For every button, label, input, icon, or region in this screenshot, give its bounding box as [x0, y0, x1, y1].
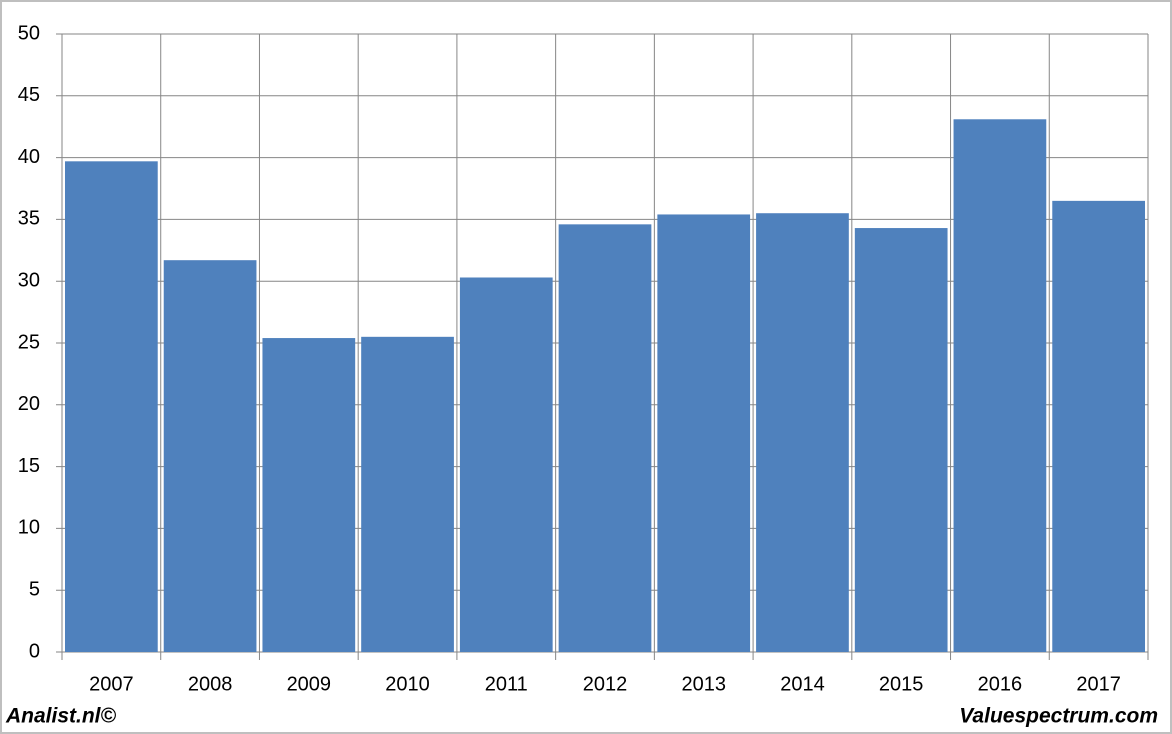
y-tick-label: 30 — [18, 269, 40, 291]
x-tick-label: 2011 — [485, 673, 528, 695]
source-right: Valuespectrum.com — [959, 705, 1158, 728]
bar — [657, 214, 751, 652]
x-tick-label: 2010 — [385, 673, 430, 695]
bar — [953, 119, 1047, 652]
x-tick-label: 2016 — [978, 673, 1023, 695]
y-tick-label: 35 — [18, 208, 40, 230]
bar — [361, 336, 454, 652]
x-tick-label: 2014 — [780, 673, 825, 695]
y-tick-label: 10 — [18, 517, 40, 539]
y-tick-label: 25 — [18, 331, 40, 353]
bar — [854, 228, 948, 652]
bar — [262, 338, 356, 652]
bar — [163, 260, 257, 652]
source-left: Analist.nl© — [5, 705, 117, 728]
bar — [558, 224, 652, 652]
bar — [459, 277, 553, 652]
bar — [1052, 200, 1145, 653]
x-tick-label: 2017 — [1076, 673, 1121, 695]
y-tick-label: 5 — [29, 578, 40, 600]
bar — [756, 213, 849, 652]
y-tick-label: 40 — [18, 146, 40, 168]
x-tick-label: 2008 — [188, 673, 233, 695]
y-tick-label: 0 — [29, 640, 40, 662]
x-tick-label: 2013 — [681, 673, 726, 695]
x-tick-label: 2015 — [879, 673, 924, 695]
x-tick-label: 2007 — [89, 673, 134, 695]
y-tick-label: 50 — [18, 22, 40, 44]
x-tick-label: 2009 — [287, 673, 332, 695]
y-tick-label: 15 — [18, 455, 40, 477]
y-tick-label: 45 — [18, 84, 40, 106]
y-tick-label: 20 — [18, 393, 40, 415]
bar — [65, 161, 158, 653]
x-tick-label: 2012 — [583, 673, 628, 695]
